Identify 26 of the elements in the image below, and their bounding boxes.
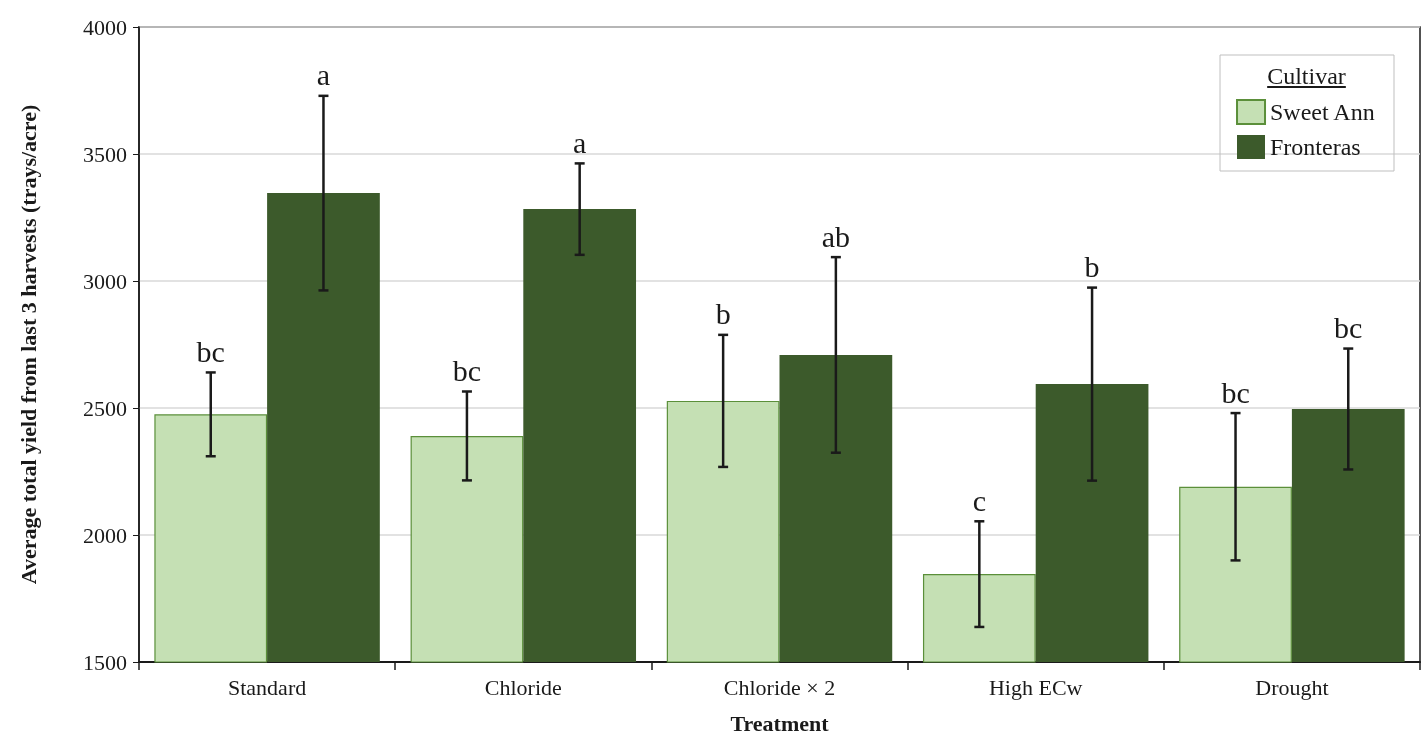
- annotation: bc: [1334, 311, 1363, 345]
- y-axis-title: Average total yield from last 3 harvests (trays/acre): [15, 104, 41, 585]
- x-tick-label: Chloride: [484, 674, 562, 700]
- legend-label: Fronteras: [1270, 134, 1361, 160]
- annotation: a: [316, 58, 331, 92]
- y-tick-label: 3500: [83, 141, 127, 167]
- x-tick-label: Standard: [228, 674, 307, 700]
- annotation: bc: [196, 334, 225, 368]
- legend-label: Sweet Ann: [1270, 99, 1375, 125]
- annotation: bc: [452, 353, 482, 387]
- y-tick-label: 3000: [83, 268, 127, 294]
- x-tick-label: Drought: [1255, 674, 1329, 700]
- annotation: c: [972, 483, 986, 517]
- y-tick-label: 2500: [83, 395, 127, 421]
- x-axis-title: Treatment: [730, 710, 830, 736]
- y-tick-label: 4000: [83, 14, 127, 40]
- annotation: b: [715, 297, 731, 331]
- y-tick-label: 2000: [83, 522, 127, 548]
- legend-title: Cultivar: [1266, 62, 1347, 90]
- y-tick-label: 1500: [83, 649, 127, 675]
- annotation: a: [573, 125, 587, 159]
- annotation: b: [1084, 250, 1100, 284]
- x-tick-label: Chloride × 2: [723, 674, 836, 700]
- annotation: ab: [821, 219, 851, 253]
- x-tick-label: High ECw: [988, 674, 1083, 700]
- annotation: bc: [1221, 375, 1250, 409]
